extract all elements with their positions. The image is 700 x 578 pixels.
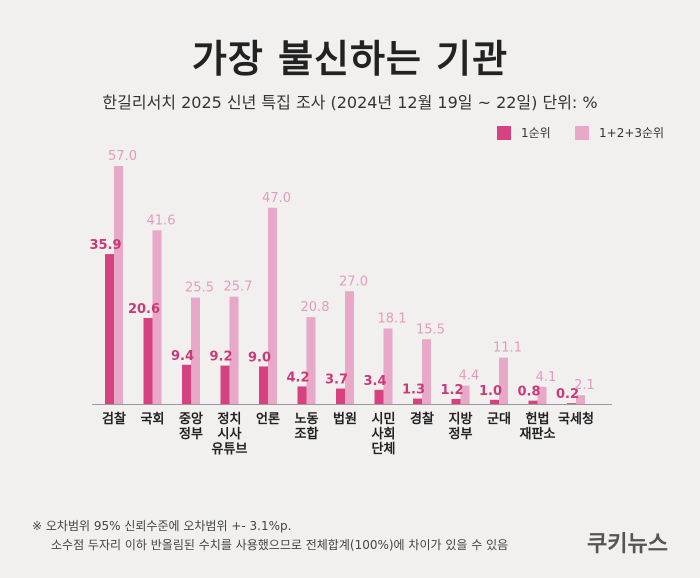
bar-top3 xyxy=(383,328,393,404)
brand-logo: 쿠키뉴스 xyxy=(587,532,668,557)
bar-first xyxy=(297,386,307,404)
data-label-top3: 15.5 xyxy=(416,322,445,337)
bar-top3 xyxy=(114,166,123,404)
bar-top3 xyxy=(460,385,470,404)
footnote-line-1: ※ 오차범위 95% 신뢰수준에 오차범위 +- 3.1%p. xyxy=(32,519,292,533)
bar-top3 xyxy=(191,297,200,404)
data-label-first: 1.3 xyxy=(402,383,425,398)
x-tick-label: 중앙 xyxy=(179,411,203,427)
x-tick-label: 헌법 xyxy=(526,411,550,427)
data-label-first: 0.8 xyxy=(517,385,540,400)
x-tick-label: 단체 xyxy=(372,441,396,457)
footnote-line-2: 소수점 두자리 이하 반올림된 수치를 사용했으므로 전체합계(100%)에 차… xyxy=(51,538,509,552)
data-label-top3: 41.6 xyxy=(147,213,176,228)
data-label-top3: 25.5 xyxy=(185,281,214,296)
x-tick-label: 정부 xyxy=(449,426,473,442)
bar-first xyxy=(182,364,191,404)
bar-top3 xyxy=(422,339,431,404)
x-tick-label: 언론 xyxy=(256,411,280,427)
x-tick-label: 시사 xyxy=(218,426,242,442)
legend-label-top3: 1+2+3순위 xyxy=(599,126,665,140)
bar-first xyxy=(451,398,461,404)
x-tick-label: 검찰 xyxy=(102,411,126,427)
bar-top3 xyxy=(229,296,239,404)
data-label-top3: 20.8 xyxy=(301,300,330,315)
data-label-first: 20.6 xyxy=(128,302,160,317)
data-label-first: 3.7 xyxy=(325,373,348,388)
data-label-top3: 4.1 xyxy=(536,370,557,385)
bar-first xyxy=(528,400,538,404)
data-label-first: 0.2 xyxy=(556,387,579,402)
chart-subtitle: 한길리서치 2025 신년 특집 조사 (2024년 12월 19일 ~ 22일… xyxy=(102,93,598,112)
x-tick-label: 사회 xyxy=(372,426,396,442)
bar-first xyxy=(567,403,576,404)
x-tick-label: 재판소 xyxy=(520,426,556,442)
bar-first xyxy=(143,317,153,404)
data-label-top3: 57.0 xyxy=(108,149,137,164)
legend-swatch-first xyxy=(497,125,511,140)
bar-first xyxy=(336,388,345,404)
data-label-first: 35.9 xyxy=(89,238,121,253)
x-tick-label: 정부 xyxy=(179,426,203,442)
data-label-first: 1.0 xyxy=(479,384,502,399)
bar-first xyxy=(374,389,384,404)
bar-top3 xyxy=(499,357,508,404)
data-label-first: 4.2 xyxy=(286,370,309,385)
x-tick-label: 군대 xyxy=(487,412,511,427)
data-label-first: 1.2 xyxy=(440,383,463,398)
x-tick-label: 법원 xyxy=(333,411,357,427)
x-tick-label: 국회 xyxy=(141,411,165,427)
data-label-top3: 47.0 xyxy=(262,191,291,206)
data-label-first: 9.0 xyxy=(248,350,271,365)
x-tick-label: 지방 xyxy=(449,411,473,427)
data-label-top3: 25.7 xyxy=(224,280,253,295)
bar-first xyxy=(220,365,230,404)
x-tick-label: 정치 xyxy=(218,411,242,427)
data-label-top3: 2.1 xyxy=(574,378,595,393)
x-tick-label: 유튜브 xyxy=(212,442,248,457)
data-label-first: 9.4 xyxy=(171,349,194,364)
chart-title: 가장 불신하는 기관 xyxy=(191,37,509,81)
x-tick-label: 조합 xyxy=(295,426,319,442)
data-label-first: 9.2 xyxy=(209,350,232,365)
bar-top3 xyxy=(537,386,547,404)
data-label-first: 3.4 xyxy=(363,374,386,389)
x-tick-label: 경찰 xyxy=(410,411,434,427)
data-label-top3: 18.1 xyxy=(378,311,407,326)
bar-top3 xyxy=(345,291,354,404)
x-tick-label: 시민 xyxy=(372,411,396,427)
legend-item-first: 1순위 xyxy=(497,124,551,141)
data-label-top3: 27.0 xyxy=(339,274,368,289)
bar-top3 xyxy=(576,395,585,404)
data-label-top3: 11.1 xyxy=(493,341,522,356)
bar-first xyxy=(490,399,499,404)
bar-first xyxy=(259,366,268,404)
x-tick-label: 국세청 xyxy=(558,411,594,427)
legend-item-top3: 1+2+3순위 xyxy=(575,124,664,141)
x-tick-label: 노동 xyxy=(295,412,319,427)
bar-top3 xyxy=(268,207,277,404)
footnote: ※ 오차범위 95% 신뢰수준에 오차범위 +- 3.1%p. 소수점 두자리 … xyxy=(32,517,508,555)
legend-label-first: 1순위 xyxy=(521,126,551,140)
bar-top3 xyxy=(306,317,316,404)
bar-top3 xyxy=(152,230,162,404)
legend-swatch-top3 xyxy=(575,125,589,140)
bar-first xyxy=(105,254,114,404)
data-label-top3: 4.4 xyxy=(459,369,480,384)
bar-first xyxy=(413,398,422,404)
